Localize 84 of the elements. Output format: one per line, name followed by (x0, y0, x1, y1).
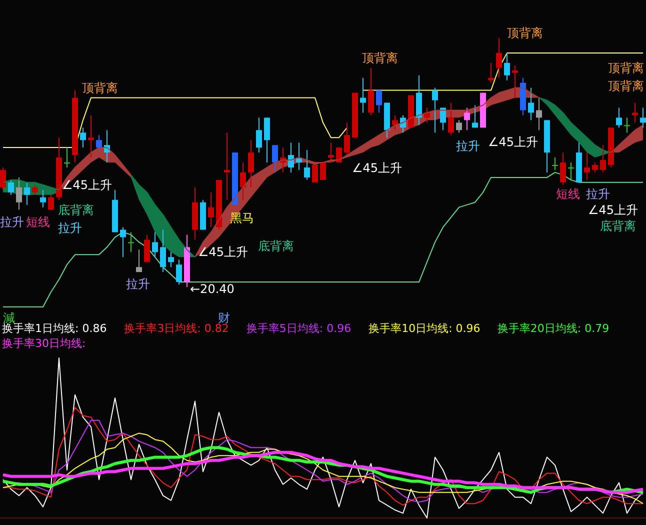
annotation: 顶背离 (362, 51, 398, 65)
candlestick (168, 252, 174, 268)
annotation: 顶背离 (608, 79, 644, 93)
text: 换手率5日均线: 0.96 (246, 322, 352, 335)
text: 换手率10日均线: 0.96 (368, 322, 480, 335)
candlestick (432, 87, 438, 134)
annotation: 底背离 (58, 203, 94, 217)
annotation: ∠45上升 (198, 245, 248, 259)
candlestick (176, 259, 182, 286)
candlestick (152, 232, 158, 258)
text: 财 (218, 311, 230, 325)
candlestick (208, 192, 214, 228)
candlestick (48, 194, 54, 210)
candlestick (512, 64, 518, 98)
annotation: ∠45上升 (352, 161, 402, 175)
annotation: 短线 (26, 215, 50, 229)
candlestick (80, 127, 86, 148)
candlestick (264, 117, 270, 163)
candlestick (88, 114, 94, 158)
candlestick (288, 142, 294, 173)
candlestick (328, 142, 334, 163)
candlestick (528, 87, 534, 121)
candlestick (568, 162, 574, 180)
candlestick (248, 140, 254, 188)
candlestick (0, 166, 6, 190)
candlestick (624, 117, 630, 134)
candlestick (448, 102, 454, 136)
candlestick (368, 67, 374, 116)
candlestick (136, 249, 142, 273)
candlestick (504, 52, 510, 81)
annotation: 顶背离 (82, 81, 118, 95)
annotation: ∠45上升 (488, 135, 538, 149)
annotation: 底背离 (600, 219, 636, 233)
candlestick (120, 226, 126, 258)
candlestick (640, 107, 646, 128)
candlestick (440, 107, 446, 131)
candlestick (472, 104, 478, 128)
annotation: 顶背离 (507, 26, 543, 40)
candlestick (344, 122, 350, 156)
candlestick (144, 234, 150, 263)
candlestick (304, 150, 310, 180)
candlestick (24, 182, 30, 206)
annotation: 拉升 (456, 139, 480, 153)
candlestick (600, 144, 606, 173)
candlestick (40, 189, 46, 208)
annotation: 拉升 (126, 277, 150, 291)
annotation: 拉升 (58, 221, 82, 235)
candlestick (360, 77, 366, 114)
candlestick (632, 102, 638, 124)
text: 换手率3日均线: 0.82 (124, 322, 229, 335)
candlestick (64, 147, 70, 168)
candlestick (456, 120, 462, 134)
text: 换手率1日均线: 0.86 (2, 322, 107, 335)
candlestick (488, 62, 494, 84)
candlestick (96, 134, 102, 151)
candlestick (464, 107, 470, 131)
candlestick (616, 107, 622, 128)
candlestick (552, 157, 558, 170)
candlestick (224, 132, 230, 200)
candlestick (560, 152, 566, 186)
candlestick (584, 152, 590, 180)
candlestick (16, 176, 22, 210)
candlestick (376, 90, 382, 114)
candlestick (256, 117, 262, 154)
candlestick (392, 114, 398, 131)
candlestick (536, 97, 542, 131)
annotation: 底背离 (258, 239, 294, 253)
candlestick (272, 144, 278, 173)
candlestick (592, 162, 598, 173)
annotation: 拉升 (0, 215, 24, 229)
annotation: ←20.40 (190, 282, 234, 296)
candlestick (496, 38, 502, 78)
candlestick (8, 179, 14, 196)
annotation: 短线 (556, 187, 580, 201)
candlestick (240, 162, 246, 200)
annotation: 拉升 (586, 187, 610, 201)
text: 换手率30日均线: (2, 337, 86, 350)
text: 減 (3, 311, 15, 325)
candlestick (160, 229, 166, 273)
annotation: 顶背离 (608, 61, 644, 75)
candlestick (32, 184, 38, 196)
candlestick (128, 232, 134, 253)
annotation: ∠45上升 (588, 203, 638, 217)
text: 换手率20日均线: 0.79 (497, 322, 610, 335)
